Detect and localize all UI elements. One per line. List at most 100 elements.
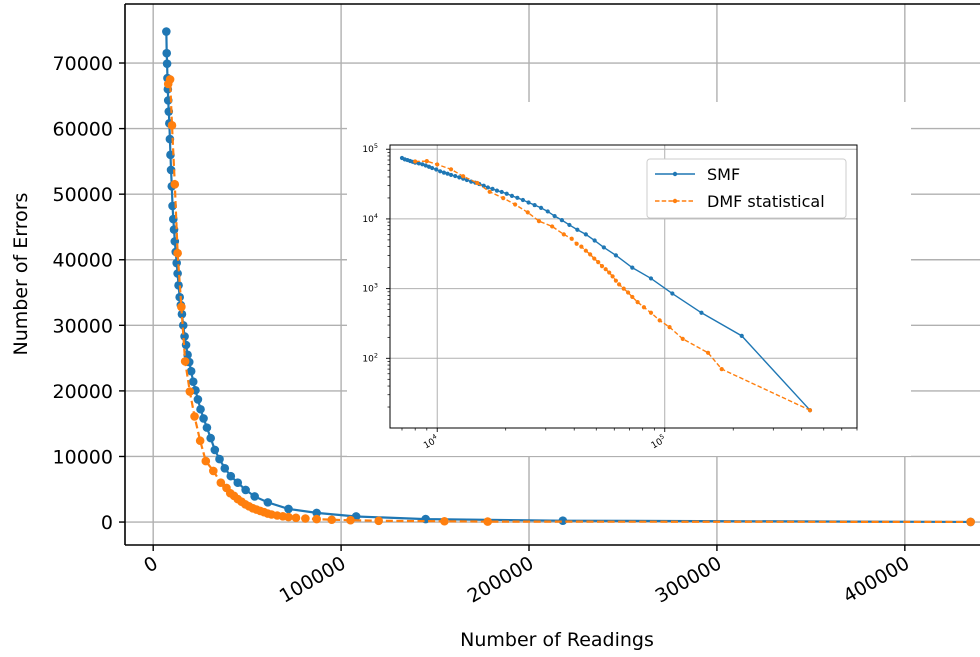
data-point [177, 302, 186, 312]
data-point [250, 492, 259, 501]
data-point [613, 253, 618, 258]
data-point [426, 164, 432, 169]
inset-frame [389, 144, 858, 429]
data-point [559, 218, 564, 223]
data-point [525, 210, 530, 215]
data-point [575, 227, 580, 232]
data-point [453, 173, 458, 179]
data-point [448, 167, 454, 172]
data-point [613, 278, 618, 283]
data-point [327, 515, 337, 525]
data-point [420, 162, 425, 167]
data-point [173, 269, 182, 278]
data-point [596, 260, 601, 265]
data-point [226, 471, 236, 481]
data-point [504, 191, 509, 196]
data-point [438, 169, 443, 174]
data-point [538, 205, 544, 210]
data-point [481, 183, 486, 188]
data-point [699, 310, 704, 315]
data-point [220, 463, 230, 473]
data-point [284, 512, 293, 522]
y-tick-label: 20000 [53, 381, 113, 403]
y-tick-label: 70000 [53, 53, 113, 75]
data-point [621, 286, 626, 291]
inset-y-tick-label: 104 [362, 212, 378, 225]
data-point [202, 423, 212, 432]
data-point [509, 193, 515, 198]
data-point [423, 163, 428, 168]
data-point [435, 162, 440, 167]
data-point [625, 290, 631, 295]
data-point [188, 377, 198, 387]
data-point [670, 291, 675, 296]
data-point [807, 408, 813, 413]
data-point [739, 333, 744, 338]
data-point [520, 197, 526, 203]
data-point [162, 27, 171, 36]
data-point [186, 366, 196, 376]
data-point [532, 202, 537, 208]
data-point [648, 310, 654, 315]
y-tick-label: 0 [101, 512, 113, 534]
legend-box [646, 158, 847, 219]
data-point [448, 172, 454, 178]
x-tick-label: 200000 [464, 552, 538, 607]
legend: SMF DMF statistical [646, 158, 847, 219]
data-point [657, 318, 662, 323]
data-point [641, 305, 647, 310]
data-point [263, 498, 273, 507]
y-tick-label: 10000 [53, 446, 113, 468]
data-point [536, 219, 542, 224]
data-point [461, 174, 466, 179]
x-axis-title: Number of Readings [460, 629, 654, 651]
data-point [592, 256, 597, 261]
data-point [430, 165, 435, 171]
data-point [424, 159, 429, 164]
y-axis-title: Number of Errors [10, 193, 32, 356]
inset-y-tick-label: 102 [362, 351, 378, 364]
data-point [196, 404, 205, 414]
data-point [162, 59, 172, 68]
y-tick-label: 30000 [53, 315, 113, 337]
main-data [162, 27, 975, 527]
data-point [177, 309, 187, 319]
data-point [583, 248, 588, 253]
legend-label: SMF [707, 165, 740, 184]
data-point [635, 300, 640, 305]
data-point [630, 265, 635, 270]
data-point [680, 336, 685, 341]
data-point [416, 161, 421, 166]
data-point [515, 195, 520, 200]
inset-y-tick-label: 105 [362, 142, 378, 155]
data-point [301, 514, 310, 523]
data-point [513, 202, 518, 207]
data-point [599, 264, 605, 269]
data-point [312, 508, 321, 518]
data-point [185, 387, 195, 396]
data-point [501, 195, 506, 201]
data-point [552, 213, 557, 219]
data-point [485, 185, 491, 190]
x-tick-label: 100000 [276, 552, 350, 607]
data-point [545, 209, 550, 214]
data-point [966, 517, 975, 527]
data-point [440, 516, 449, 526]
data-point [648, 276, 654, 281]
data-point [526, 200, 531, 205]
data-point [312, 514, 321, 524]
data-point [162, 48, 172, 58]
data-point [603, 267, 608, 272]
inset-background [347, 102, 911, 456]
data-point [499, 189, 504, 195]
data-point [607, 270, 612, 275]
data-point [475, 180, 480, 186]
data-point [719, 367, 724, 372]
series-dmf-statistical [413, 159, 813, 413]
data-point [592, 238, 597, 243]
data-point [193, 395, 203, 404]
data-point [567, 222, 572, 228]
data-point [209, 466, 218, 476]
